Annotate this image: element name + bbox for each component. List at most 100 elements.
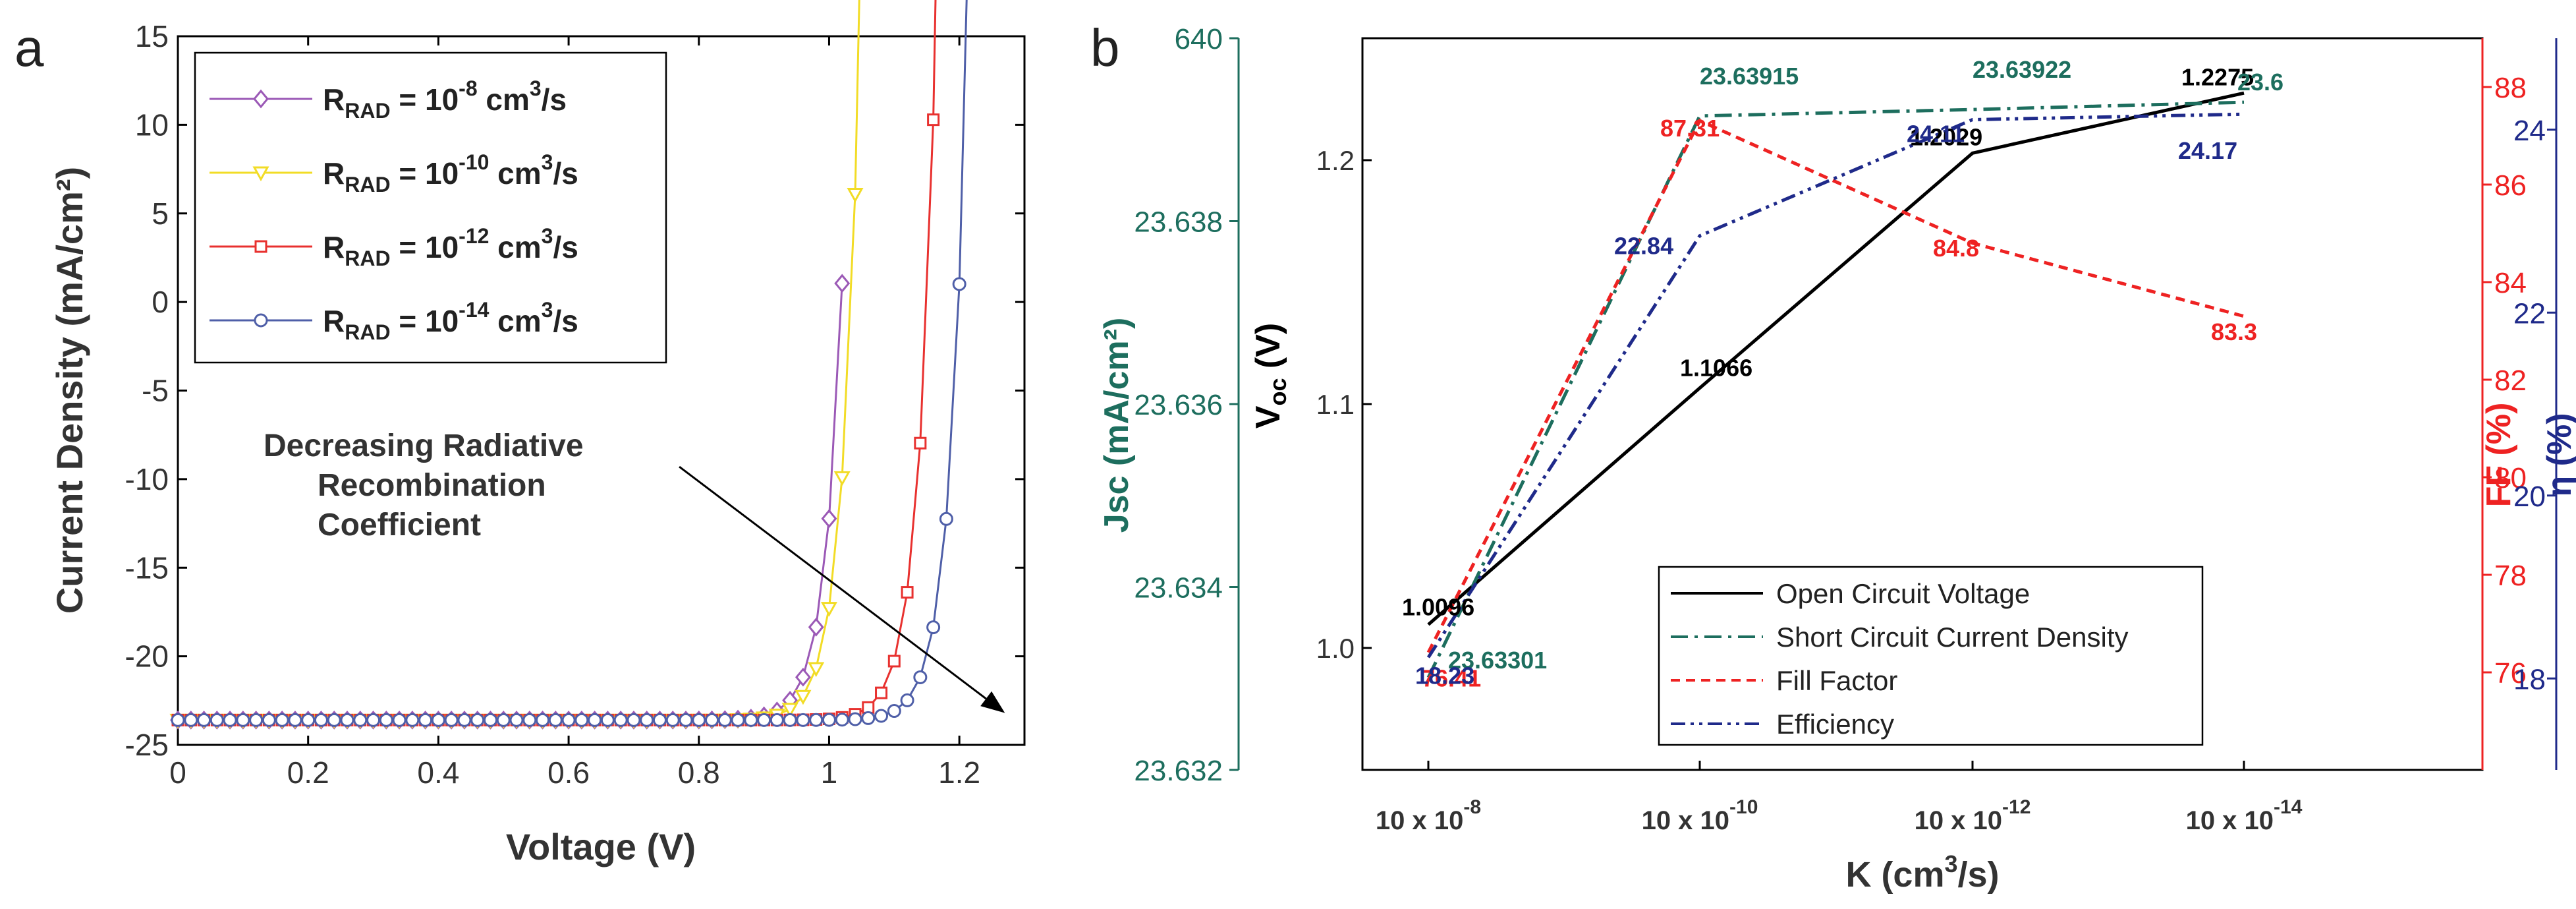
x-tick-label: 1.2 [938, 755, 980, 790]
legend-entry-label: Efficiency [1776, 709, 1894, 740]
jsc-tick-label: 23.638 [1134, 206, 1223, 239]
iv-data-point [875, 686, 888, 699]
data-label-ff: 76.41 [1422, 665, 1481, 692]
x-tick-label: 0.8 [678, 755, 720, 790]
data-label-voc: 1.2275 [2181, 63, 2254, 90]
iv-data-point [952, 277, 966, 291]
iv-data-point [731, 713, 745, 727]
voc-tick-label: 1.1 [1316, 389, 1355, 420]
iv-data-point [184, 713, 198, 727]
jsc-tick-label: 640 [1175, 23, 1223, 55]
ff-tick-label: 76 [2494, 657, 2527, 689]
y-tick-label: -10 [125, 462, 169, 496]
panel-a-annotation: Decreasing Radiative Recombination Coeff… [264, 428, 1005, 713]
iv-curve-series [171, 0, 968, 727]
jsc-tick-label: 23.634 [1134, 572, 1223, 604]
iv-data-point [444, 713, 459, 727]
data-label-eta: 24.11 [1907, 120, 1965, 147]
data-label-jsc: 23.6 [2237, 69, 2283, 96]
data-label-voc: 1.0096 [1402, 593, 1474, 620]
iv-data-point [783, 713, 797, 727]
iv-data-point [914, 436, 927, 450]
data-label-eta: 24.17 [2178, 137, 2237, 164]
iv-data-point [640, 713, 654, 727]
panel-a: a 0 0.2 0.4 0.6 0.8 1 1.2 -25 -20 -15 -10 -5 0 5 10 15… [14, 0, 1026, 867]
iv-data-point [821, 509, 837, 529]
data-label-ff: 87.31 [1660, 115, 1720, 142]
panel-a-y-ticks: -25 -20 -15 -10 -5 0 5 10 15 [125, 19, 1024, 762]
iv-data-point [809, 713, 824, 727]
legend-entry-label: RRAD = 10-12 cm3/s [323, 224, 578, 270]
legend-marker [254, 313, 268, 328]
x-category-label: 10 x 10-12 [1915, 796, 2031, 835]
iv-data-point [861, 711, 876, 725]
iv-data-point [379, 713, 393, 727]
iv-data-point [392, 713, 406, 727]
panel-b-series [1426, 91, 2245, 678]
legend-marker [253, 89, 269, 109]
data-label-ff: 83.3 [2211, 318, 2257, 345]
iv-data-point [314, 713, 328, 727]
x-tick-label: 1 [821, 755, 838, 790]
eta-tick-label: 20 [2513, 481, 2546, 513]
panel-b-legend-box [1658, 566, 2204, 746]
iv-data-point [275, 713, 289, 727]
legend-entry-label: RRAD = 10-14 cm3/s [323, 298, 578, 344]
data-label-eta: 18.23 [1415, 662, 1474, 689]
legend-entry-label: Fill Factor [1776, 665, 1897, 696]
y-tick-label: -25 [125, 728, 169, 762]
iv-data-point [262, 713, 276, 727]
iv-data-point [210, 713, 224, 727]
iv-data-point [509, 713, 524, 727]
panel-a-x-axis-label: Voltage (V) [506, 826, 696, 867]
iv-data-point [900, 693, 914, 707]
iv-data-point [627, 713, 641, 727]
x-tick-label: 0.4 [417, 755, 459, 790]
y-tick-label: -5 [142, 374, 169, 408]
x-tick-label: 0.2 [287, 755, 329, 790]
x-category-label: 10 x 10-8 [1376, 796, 1481, 835]
iv-data-point [848, 712, 862, 726]
voc-tick-label: 1.0 [1316, 633, 1355, 664]
iv-data-point [835, 713, 849, 727]
ff-tick-label: 78 [2494, 560, 2527, 592]
iv-data-point [887, 704, 901, 718]
iv-data-point [327, 713, 341, 727]
y-tick-label: 0 [152, 285, 169, 319]
data-label-eta: 22.84 [1614, 233, 1673, 260]
series-line-voc [1427, 91, 2245, 626]
iv-data-point [353, 713, 368, 727]
jsc-tick-label: 23.632 [1134, 755, 1223, 787]
x-category-label: 10 x 10-14 [2186, 796, 2303, 835]
legend-entry-label: Short Circuit Current Density [1776, 622, 2129, 653]
panel-a-series [169, 0, 968, 730]
series-line-ff [1426, 118, 2245, 653]
iv-data-point [887, 655, 901, 668]
eta-tick-label: 18 [2513, 663, 2546, 695]
x-category-label: 10 x 10-10 [1642, 796, 1758, 835]
data-label-ff: 84.8 [1933, 235, 1979, 262]
panel-b-ticks: 10 x 10-8 10 x 10-10 10 x 10-12 10 x 10-14 1… [1134, 23, 2556, 835]
iv-data-point [171, 713, 185, 727]
iv-data-point [366, 713, 381, 727]
data-label-jsc: 23.63922 [1973, 56, 2071, 83]
iv-data-point [926, 620, 941, 635]
panel-a-legend: RRAD = 10-8 cm3/s RRAD = 10-10 cm3/s RRAD … [194, 51, 667, 364]
iv-data-point [496, 713, 511, 727]
legend-marker [252, 166, 269, 182]
iv-data-point [795, 667, 811, 687]
iv-data-point [717, 713, 732, 727]
iv-data-point [939, 512, 953, 526]
iv-data-point [808, 618, 824, 637]
iv-data-point [808, 662, 825, 678]
iv-data-point [679, 713, 693, 727]
panel-b-label: b [1090, 18, 1120, 77]
legend-entry-label: RRAD = 10-10 cm3/s [323, 150, 578, 196]
x-tick-label: 0.6 [547, 755, 590, 790]
data-label-voc: 1.1066 [1680, 355, 1752, 382]
iv-data-point [522, 713, 537, 727]
jsc-axis-label: Jsc (mA/cm²) [1098, 318, 1136, 533]
iv-data-point [874, 709, 889, 723]
panel-a-x-ticks: 0 0.2 0.4 0.6 0.8 1 1.2 [169, 36, 980, 790]
iv-data-point [613, 713, 628, 727]
